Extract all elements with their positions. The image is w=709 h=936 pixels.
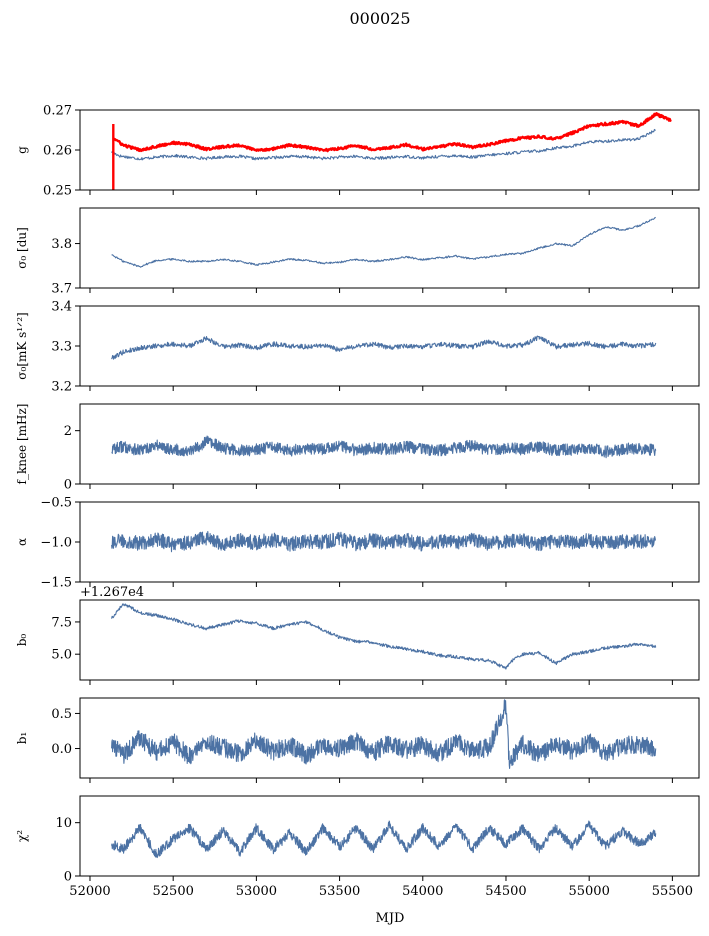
data-chi2 xyxy=(111,820,657,859)
y-axis-label: σ₀ [du] xyxy=(15,227,29,269)
x-tick-label: 55000 xyxy=(568,884,609,899)
data-b0 xyxy=(111,603,657,670)
x-tick-label: 52500 xyxy=(153,884,194,899)
y-tick-label: 3.7 xyxy=(51,282,72,297)
y-tick-label: 3.8 xyxy=(51,237,72,252)
series-line xyxy=(111,216,656,268)
x-tick-label: 55500 xyxy=(652,884,693,899)
x-tick-label: 53000 xyxy=(236,884,277,899)
y-tick-label: 3.4 xyxy=(51,300,72,315)
y-tick-label: 0.5 xyxy=(51,707,72,722)
y-axis-label: α xyxy=(15,538,29,546)
figure-title: 000025 xyxy=(349,9,410,28)
y-tick-label: 0 xyxy=(64,478,72,493)
data-sigma0-mks xyxy=(111,335,657,360)
data-sigma0-du xyxy=(111,216,656,268)
y-tick-label: 0 xyxy=(64,870,72,885)
axes-frame xyxy=(79,599,700,681)
data-g xyxy=(111,112,672,190)
axes-frame xyxy=(79,109,700,191)
series-line xyxy=(111,128,656,161)
series-line xyxy=(111,435,657,459)
y-axis-label: b₁ xyxy=(15,732,29,745)
panel-alpha: −1.5 −1.0 −0.5 α xyxy=(15,496,700,591)
highlight-series-line xyxy=(112,112,672,153)
panel-chi2: 0 10 52000 52500 53000 53500 54000 54500 55000 55… xyxy=(15,795,700,899)
series-line xyxy=(111,530,657,553)
y-tick-label: 3.3 xyxy=(51,340,72,355)
y-tick-label: 0.25 xyxy=(43,184,72,199)
panels-group: 0.25 0.26 0.27 g 3.7 3.8 σ₀ [du] 3.2 3.3 3.4 σ₀[mK… xyxy=(15,104,700,899)
y-tick-label: 3.2 xyxy=(51,380,72,395)
y-axis-label: g xyxy=(15,146,29,154)
x-tick-label: 54500 xyxy=(485,884,526,899)
panel-fknee: 0 2 f_knee [mHz] xyxy=(15,403,700,493)
panel-g: 0.25 0.26 0.27 g xyxy=(15,104,700,199)
panel-b1: 0.0 0.5 b₁ xyxy=(15,697,700,783)
offset-text: +1.267e4 xyxy=(80,585,144,600)
y-tick-label: 7.5 xyxy=(51,615,72,630)
y-tick-label: −0.5 xyxy=(40,496,72,511)
series-line xyxy=(111,335,657,360)
series-line xyxy=(111,699,657,769)
axes-frame xyxy=(79,795,700,877)
series-line xyxy=(111,820,657,859)
y-tick-label: 10 xyxy=(55,816,72,831)
y-tick-label: 0.26 xyxy=(43,144,72,159)
axes-frame xyxy=(79,697,700,779)
panel-sigma0-du: 3.7 3.8 σ₀ [du] xyxy=(15,207,700,297)
axes-frame xyxy=(79,207,700,289)
y-tick-label: 5.0 xyxy=(51,648,72,663)
y-tick-label: 2 xyxy=(64,424,72,439)
y-axis-label: χ² xyxy=(15,830,29,842)
x-tick-label: 54000 xyxy=(402,884,443,899)
x-tick-label: 53500 xyxy=(319,884,360,899)
y-axis-label: b₀ xyxy=(15,634,29,647)
x-axis-label: MJD xyxy=(376,911,405,926)
data-fknee xyxy=(111,435,657,459)
panel-b0: 5.0 7.5 b₀ +1.267e4 xyxy=(15,585,700,685)
data-b1 xyxy=(111,699,657,769)
axes-frame xyxy=(79,403,700,485)
y-tick-label: −1.5 xyxy=(40,576,72,591)
y-tick-label: −1.0 xyxy=(40,536,72,551)
x-tick-label: 52000 xyxy=(69,884,110,899)
y-tick-label: 0.0 xyxy=(51,742,72,757)
y-axis-label: σ₀[mK s¹ᐟ²] xyxy=(15,312,29,379)
series-line xyxy=(111,603,657,670)
y-axis-label: f_knee [mHz] xyxy=(15,404,29,485)
panel-sigma0-mks: 3.2 3.3 3.4 σ₀[mK s¹ᐟ²] xyxy=(15,300,700,395)
y-tick-label: 0.27 xyxy=(43,104,72,119)
data-alpha xyxy=(111,530,657,553)
